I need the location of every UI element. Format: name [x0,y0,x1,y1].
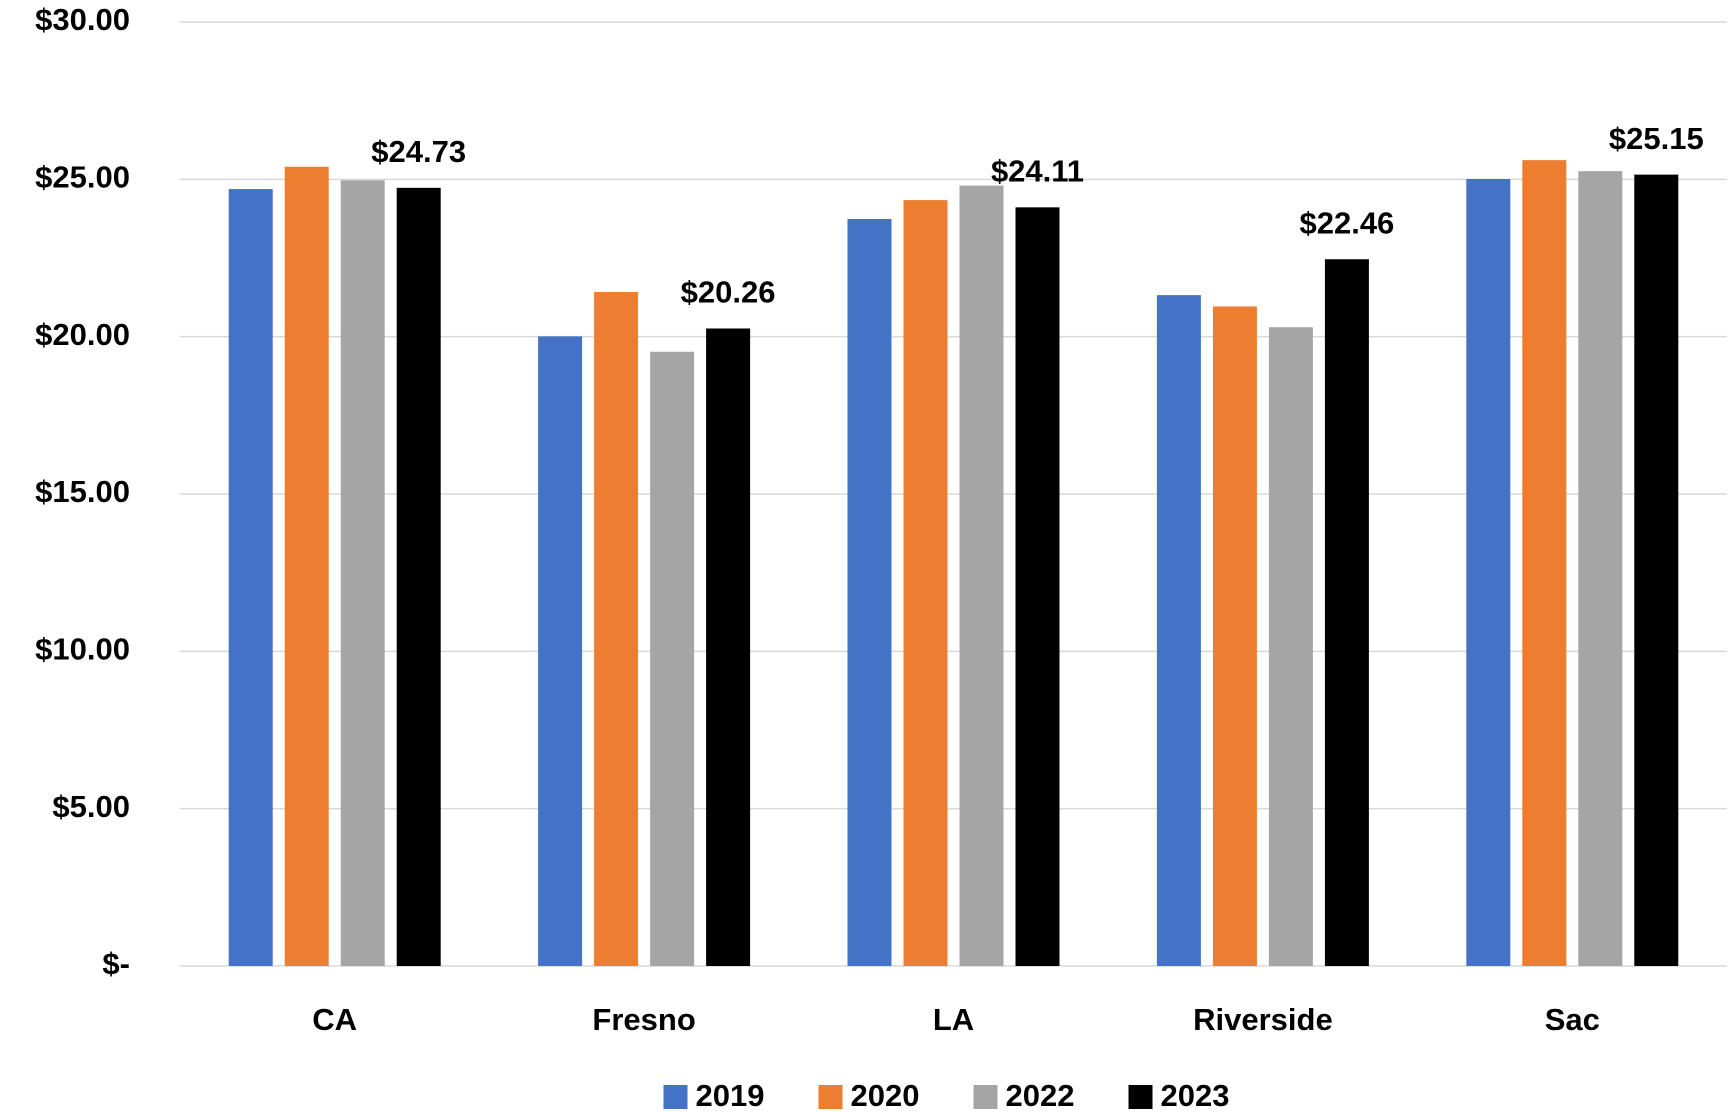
bar [1156,295,1201,966]
x-tick-label: LA [933,1002,974,1037]
bar [284,166,329,966]
bar [847,218,892,967]
data-label: $20.26 [681,275,776,310]
bar [1634,174,1679,966]
x-tick-label: CA [312,1002,357,1037]
y-tick-label: $15.00 [35,474,130,509]
x-tick-label: Riverside [1193,1002,1333,1037]
legend-label: 2022 [1006,1078,1075,1112]
data-label: $24.73 [371,134,466,169]
legend-swatch [818,1085,843,1109]
y-tick-label: $30.00 [35,2,130,37]
bar [396,187,441,966]
y-tick-label: $20.00 [35,317,130,352]
y-tick-label: $- [102,946,130,981]
y-tick-label: $5.00 [52,789,130,824]
bar [959,185,1004,967]
data-label: $25.15 [1609,121,1704,156]
legend-label: 2020 [851,1078,920,1112]
legend-swatch [1128,1085,1153,1109]
legend-label: 2023 [1161,1078,1230,1112]
data-label: $24.11 [991,154,1084,189]
bar [538,336,583,966]
y-tick-label: $10.00 [35,632,130,667]
bar [1578,171,1623,967]
data-label: $22.46 [1299,205,1394,240]
bar [1466,179,1511,966]
bar [706,328,751,966]
legend-swatch [663,1085,688,1109]
x-tick-label: Fresno [592,1002,695,1037]
bar [594,291,639,966]
bar [340,180,385,966]
bar [1212,306,1257,966]
y-tick-label: $25.00 [35,160,130,195]
bar [1268,327,1313,966]
bar [1015,207,1060,966]
bar [228,189,273,966]
legend-swatch [973,1085,998,1109]
bar [1522,160,1567,966]
bar [1324,259,1369,966]
bar [650,351,695,967]
x-tick-label: Sac [1545,1002,1600,1037]
bar [903,200,948,967]
legend-label: 2019 [696,1078,765,1112]
